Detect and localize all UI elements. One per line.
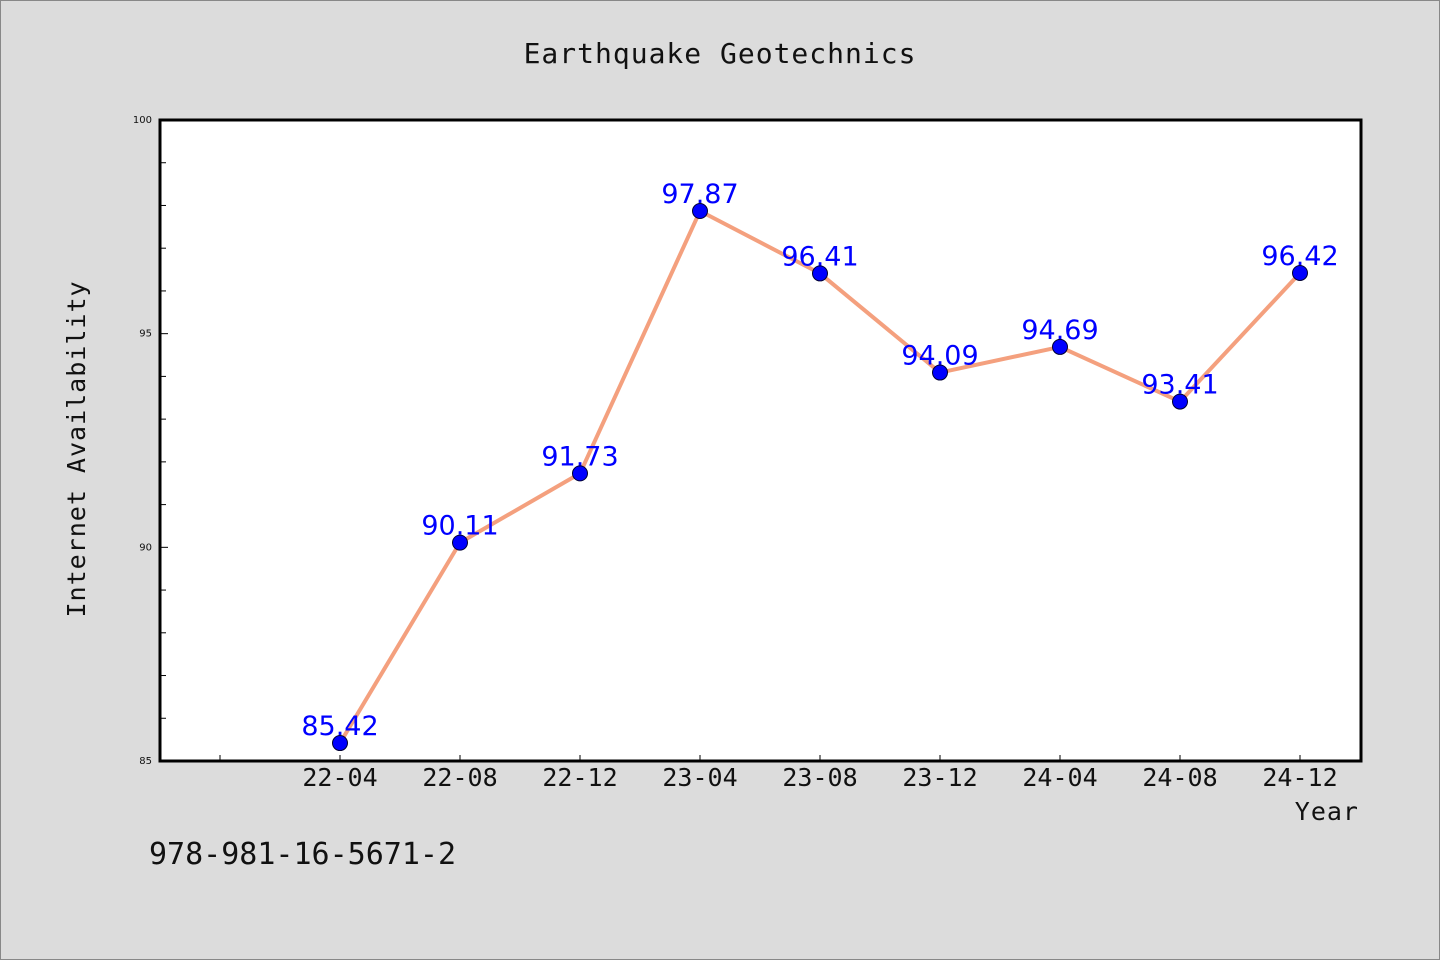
x-tick-label: 22-04 [302, 763, 377, 792]
data-point [452, 534, 468, 551]
x-tick-label: 23-08 [782, 763, 857, 792]
isbn-text: 978-981-16-5671-2 [149, 837, 456, 872]
chart-title: Earthquake Geotechnics [524, 37, 917, 70]
data-point [812, 265, 828, 282]
x-tick-label: 22-08 [422, 763, 497, 792]
data-point [1052, 338, 1068, 355]
y-tick-label: 100 [133, 115, 152, 126]
data-point [332, 735, 348, 752]
plot-area [158, 118, 1363, 763]
series-markers [332, 203, 1308, 752]
data-labels: 85.42 90.11 91.73 97.87 96.41 94.09 94.69 93.41… [301, 179, 1338, 742]
data-label: 93.41 [1141, 370, 1218, 401]
y-axis: 85 90 95 100 [133, 115, 168, 767]
x-tick-label: 24-08 [1142, 763, 1217, 792]
data-label: 90.11 [421, 511, 498, 542]
data-point [1172, 393, 1188, 410]
y-axis-label: Internet Availability [62, 280, 91, 617]
data-label: 97.87 [661, 179, 738, 210]
x-axis-label: Year [1295, 797, 1359, 826]
data-label: 91.73 [541, 441, 618, 472]
x-tick-label: 24-04 [1022, 763, 1097, 792]
data-point [932, 364, 948, 381]
x-tick-label: 22-12 [542, 763, 617, 792]
x-tick-label: 23-12 [902, 763, 977, 792]
data-label: 94.09 [901, 341, 978, 372]
x-axis: 22-04 22-08 22-12 23-04 23-08 23-12 24-04 24-08… [219, 755, 1338, 792]
x-tick-label: 23-04 [662, 763, 737, 792]
data-point [1292, 264, 1308, 281]
data-label: 96.42 [1261, 241, 1338, 272]
data-label: 85.42 [301, 711, 378, 742]
data-point [572, 465, 588, 482]
y-tick-label: 95 [139, 329, 152, 340]
data-label: 96.41 [781, 241, 858, 272]
data-point [692, 203, 708, 220]
y-tick-label: 85 [139, 756, 152, 767]
data-label: 94.69 [1021, 315, 1098, 346]
x-tick-label: 24-12 [1262, 763, 1337, 792]
y-tick-label: 90 [139, 542, 152, 553]
